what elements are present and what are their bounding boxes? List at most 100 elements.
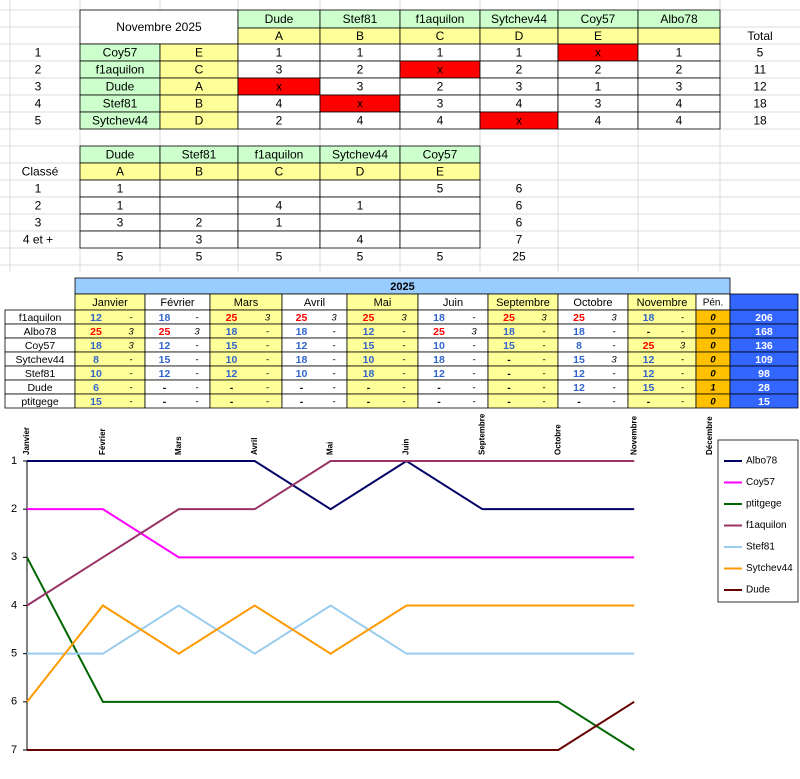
season-total: 206 xyxy=(755,312,773,324)
points: - xyxy=(163,396,167,408)
month: Juin xyxy=(443,297,463,309)
month-cell xyxy=(209,323,283,339)
points: - xyxy=(507,382,511,394)
bonus: - xyxy=(542,383,545,394)
x-tick-label: Novembre xyxy=(629,415,638,455)
x-tick-label: Mai xyxy=(326,442,335,455)
season-total: 28 xyxy=(758,382,770,394)
legend-label: f1aquilon xyxy=(746,520,787,531)
column-name: Dude xyxy=(265,12,294,26)
month-cell xyxy=(74,365,146,381)
month-cell xyxy=(557,309,629,325)
series-line xyxy=(26,556,635,751)
month-cell xyxy=(487,351,559,367)
month-cell xyxy=(346,337,419,353)
month-cell xyxy=(74,309,146,325)
bonus: - xyxy=(129,355,132,366)
points: 12 xyxy=(573,382,585,394)
month-cell xyxy=(281,323,348,339)
month-cell xyxy=(487,379,559,395)
x-tick-label: Décembre xyxy=(705,416,714,455)
points: 12 xyxy=(90,312,102,324)
x-tick-label: Janvier xyxy=(22,427,31,455)
month-cell xyxy=(627,365,697,381)
score: 2 xyxy=(276,114,283,128)
column-name: Sytchev44 xyxy=(491,12,547,26)
month-cell xyxy=(417,323,489,339)
bonus: - xyxy=(542,327,545,338)
points: 12 xyxy=(159,340,171,352)
points: - xyxy=(300,382,304,394)
month-cell xyxy=(417,309,489,325)
points: 25 xyxy=(296,312,308,324)
legend-label: Dude xyxy=(746,585,770,596)
penalty: 0 xyxy=(710,313,716,324)
month-cell xyxy=(417,393,489,409)
points: - xyxy=(647,396,651,408)
month-cell xyxy=(144,351,211,367)
y-tick-label: 5 xyxy=(11,648,17,660)
score: 2 xyxy=(676,63,683,77)
bonus: - xyxy=(681,327,684,338)
month-cell xyxy=(281,379,348,395)
month-cell xyxy=(209,337,283,353)
month-cell xyxy=(557,337,629,353)
points: - xyxy=(437,382,441,394)
player-name: ptitgege xyxy=(21,396,59,408)
points: 18 xyxy=(433,354,445,366)
bonus: - xyxy=(612,327,615,338)
score: 4 xyxy=(676,114,683,128)
legend-label: Stef81 xyxy=(746,542,775,553)
month-cell xyxy=(74,323,146,339)
score: 2 xyxy=(357,63,364,77)
score: 4 xyxy=(595,114,602,128)
bonus: - xyxy=(472,369,475,380)
month-cell xyxy=(144,393,211,409)
points: - xyxy=(647,326,651,338)
bonus: - xyxy=(542,341,545,352)
player-name: Dude xyxy=(106,80,135,94)
cell xyxy=(399,196,481,215)
count: 2 xyxy=(196,216,203,230)
column-name: Albo78 xyxy=(660,12,698,26)
bonus: - xyxy=(402,383,405,394)
y-tick-label: 1 xyxy=(11,455,17,467)
legend-label: Coy57 xyxy=(746,477,775,488)
bonus: - xyxy=(332,341,335,352)
season-total: 136 xyxy=(755,340,773,352)
player-name: Coy57 xyxy=(103,46,138,60)
season-total: 15 xyxy=(758,396,770,408)
y-tick-label: 3 xyxy=(11,551,17,563)
month-cell xyxy=(144,323,211,339)
bonus: 3 xyxy=(128,327,134,338)
cell xyxy=(319,213,401,232)
points: 8 xyxy=(576,340,582,352)
score: x xyxy=(276,80,282,94)
rank: 4 xyxy=(35,97,42,111)
legend-box xyxy=(717,439,799,603)
score: 3 xyxy=(437,97,444,111)
y-tick-label: 2 xyxy=(11,503,17,515)
cell xyxy=(637,111,721,130)
points: - xyxy=(507,368,511,380)
bonus: - xyxy=(402,355,405,366)
column-letter: A xyxy=(275,29,283,43)
bonus: - xyxy=(266,383,269,394)
points: 18 xyxy=(296,354,308,366)
penalty: 0 xyxy=(710,369,716,380)
bonus: - xyxy=(681,383,684,394)
rank: 3 xyxy=(35,80,42,94)
bonus: - xyxy=(402,341,405,352)
x-tick-label: Octobre xyxy=(553,424,562,455)
cell xyxy=(637,27,721,45)
rank: 5 xyxy=(35,114,42,128)
bonus: - xyxy=(266,327,269,338)
player-letter: C xyxy=(195,63,204,77)
bonus: - xyxy=(129,397,132,408)
month-cell xyxy=(209,309,283,325)
bonus: - xyxy=(472,341,475,352)
bonus: - xyxy=(332,369,335,380)
total: 6 xyxy=(516,199,523,213)
bonus: - xyxy=(542,369,545,380)
bonus: - xyxy=(472,355,475,366)
